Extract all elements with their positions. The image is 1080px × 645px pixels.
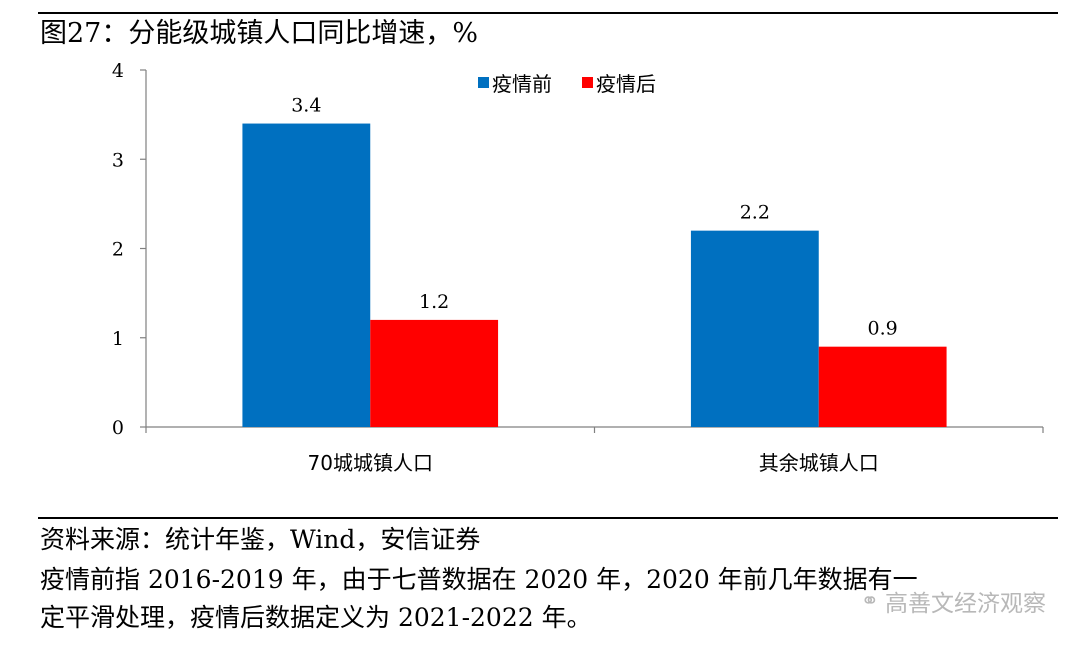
definition-note-line-1: 疫情前指 2016-2019 年，由于七普数据在 2020 年，2020 年前几… [40, 565, 918, 594]
watermark-text: 高善文经济观察 [885, 591, 1046, 617]
data-label-1-0: 1.2 [419, 291, 449, 313]
legend: 疫情前 疫情后 [478, 72, 656, 96]
figure-title: 图27：分能级城镇人口同比增速，% [40, 18, 479, 49]
legend-swatch-0 [478, 77, 489, 88]
data-labels: 3.4 1.2 2.2 0.9 [291, 95, 898, 340]
y-tick-label: 2 [112, 239, 124, 261]
y-tick-label: 0 [112, 417, 124, 439]
category-label-1: 其余城镇人口 [759, 451, 879, 475]
category-labels: 70城城镇人口 其余城镇人口 [308, 451, 879, 475]
wechat-icon: ⚭ [860, 588, 879, 614]
legend-label-0: 疫情前 [492, 72, 552, 96]
top-rule [38, 12, 1058, 14]
legend-label-1: 疫情后 [596, 72, 656, 96]
bar-1-1 [818, 346, 947, 427]
data-label-0-1: 2.2 [740, 202, 770, 224]
bar-chart: 0 1 2 3 4 3.4 1.2 2.2 0.9 70城城镇人口 其余城镇人口 疫情前 疫情后 [112, 60, 1044, 475]
bar-0-0 [242, 123, 371, 428]
bottom-rule [38, 517, 1058, 519]
data-label-1-1: 0.9 [868, 318, 898, 340]
watermark: ⚭ 高善文经济观察 [861, 584, 1046, 618]
data-label-0-0: 3.4 [291, 95, 321, 117]
bars [242, 123, 947, 428]
y-tick-label: 4 [112, 60, 124, 82]
y-axis-ticks: 0 1 2 3 4 [112, 60, 1044, 439]
bar-1-0 [370, 319, 499, 427]
bar-0-1 [690, 230, 819, 427]
source-note: 资料来源：统计年鉴，Wind，安信证券 [40, 525, 481, 554]
legend-swatch-1 [582, 77, 593, 88]
category-label-0: 70城城镇人口 [308, 451, 433, 475]
y-tick-label: 1 [112, 328, 124, 350]
y-tick-label: 3 [112, 149, 124, 171]
definition-note-line-2: 定平滑处理，疫情后数据定义为 2021-2022 年。 [40, 603, 592, 632]
